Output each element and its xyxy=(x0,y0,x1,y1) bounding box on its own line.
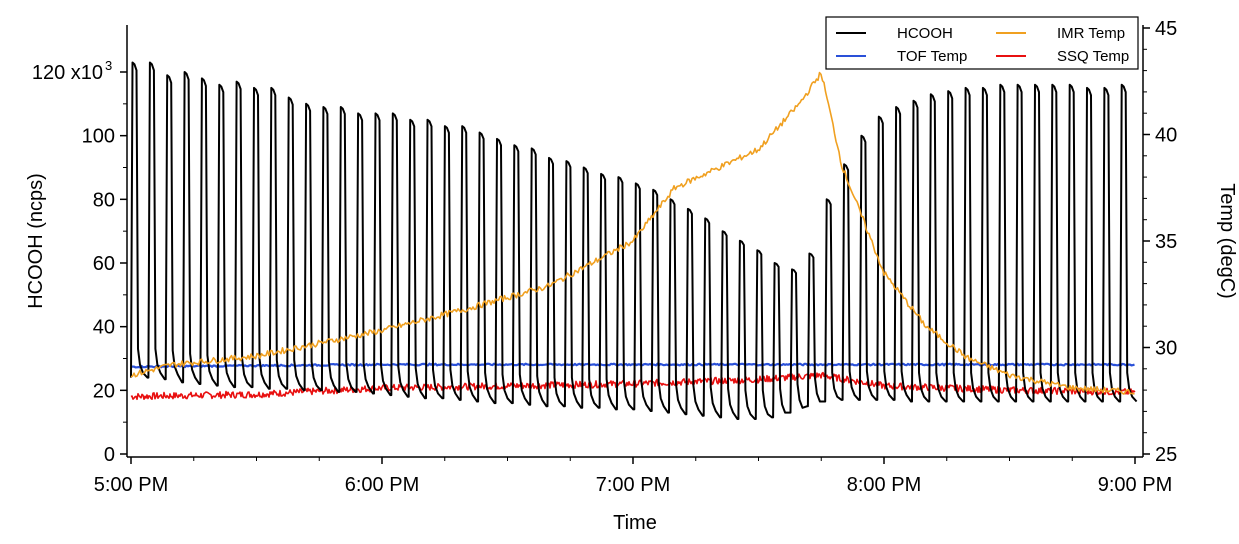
y-left-exponent: 3 xyxy=(105,58,112,73)
y-right-tick-label: 40 xyxy=(1155,125,1177,147)
y-right-axis-title: Temp (degC) xyxy=(1216,183,1238,299)
legend-item-hcooh: HCOOH xyxy=(836,25,953,42)
legend-label-hcooh: HCOOH xyxy=(897,25,953,42)
y-right-tick-label: 35 xyxy=(1155,231,1177,253)
y-right-tick-label: 25 xyxy=(1155,444,1177,466)
x-axis-title: Time xyxy=(613,512,657,534)
legend-label-ssq-temp: SSQ Temp xyxy=(1057,48,1129,65)
x-tick-label: 6:00 PM xyxy=(345,474,419,496)
series-tof-temp-line xyxy=(130,362,1135,369)
x-tick-label: 7:00 PM xyxy=(596,474,670,496)
legend-box xyxy=(825,16,1139,70)
y-left-tick-label: 80 xyxy=(93,189,115,211)
x-tick-label: 8:00 PM xyxy=(847,474,921,496)
legend-item-tof-temp: TOF Temp xyxy=(836,48,967,65)
y-left-tick-label: 0 xyxy=(104,444,115,466)
y-left-tick-label: 20 xyxy=(93,380,115,402)
legend: HCOOH IMR Temp TOF Temp SSQ Temp xyxy=(825,16,1139,70)
legend-label-tof-temp: TOF Temp xyxy=(897,48,967,65)
y-left-tick-label: 100 xyxy=(82,126,115,148)
legend-label-imr-temp: IMR Temp xyxy=(1057,25,1125,42)
y-left-axis-title: HCOOH (ncps) xyxy=(25,173,47,309)
series-ssq-temp-line xyxy=(130,371,1136,401)
ticks: 5:00 PM 6:00 PM 7:00 PM 8:00 PM 9:00 PM 0 20 40… xyxy=(32,18,1177,496)
y-left-tick-label: 60 xyxy=(93,253,115,275)
series-imr-temp-line xyxy=(130,71,1135,395)
y-left-tick-label: 40 xyxy=(93,317,115,339)
legend-item-ssq-temp: SSQ Temp xyxy=(996,48,1129,65)
plot-area xyxy=(130,61,1138,420)
x-tick-label: 9:00 PM xyxy=(1098,474,1172,496)
series-hcooh-line xyxy=(130,61,1138,420)
x-tick-label: 5:00 PM xyxy=(94,474,168,496)
y-right-tick-label: 30 xyxy=(1155,338,1177,360)
legend-item-imr-temp: IMR Temp xyxy=(996,25,1125,42)
y-left-tick-label: 120 x10 xyxy=(32,62,103,84)
y-right-tick-label: 45 xyxy=(1155,18,1177,40)
